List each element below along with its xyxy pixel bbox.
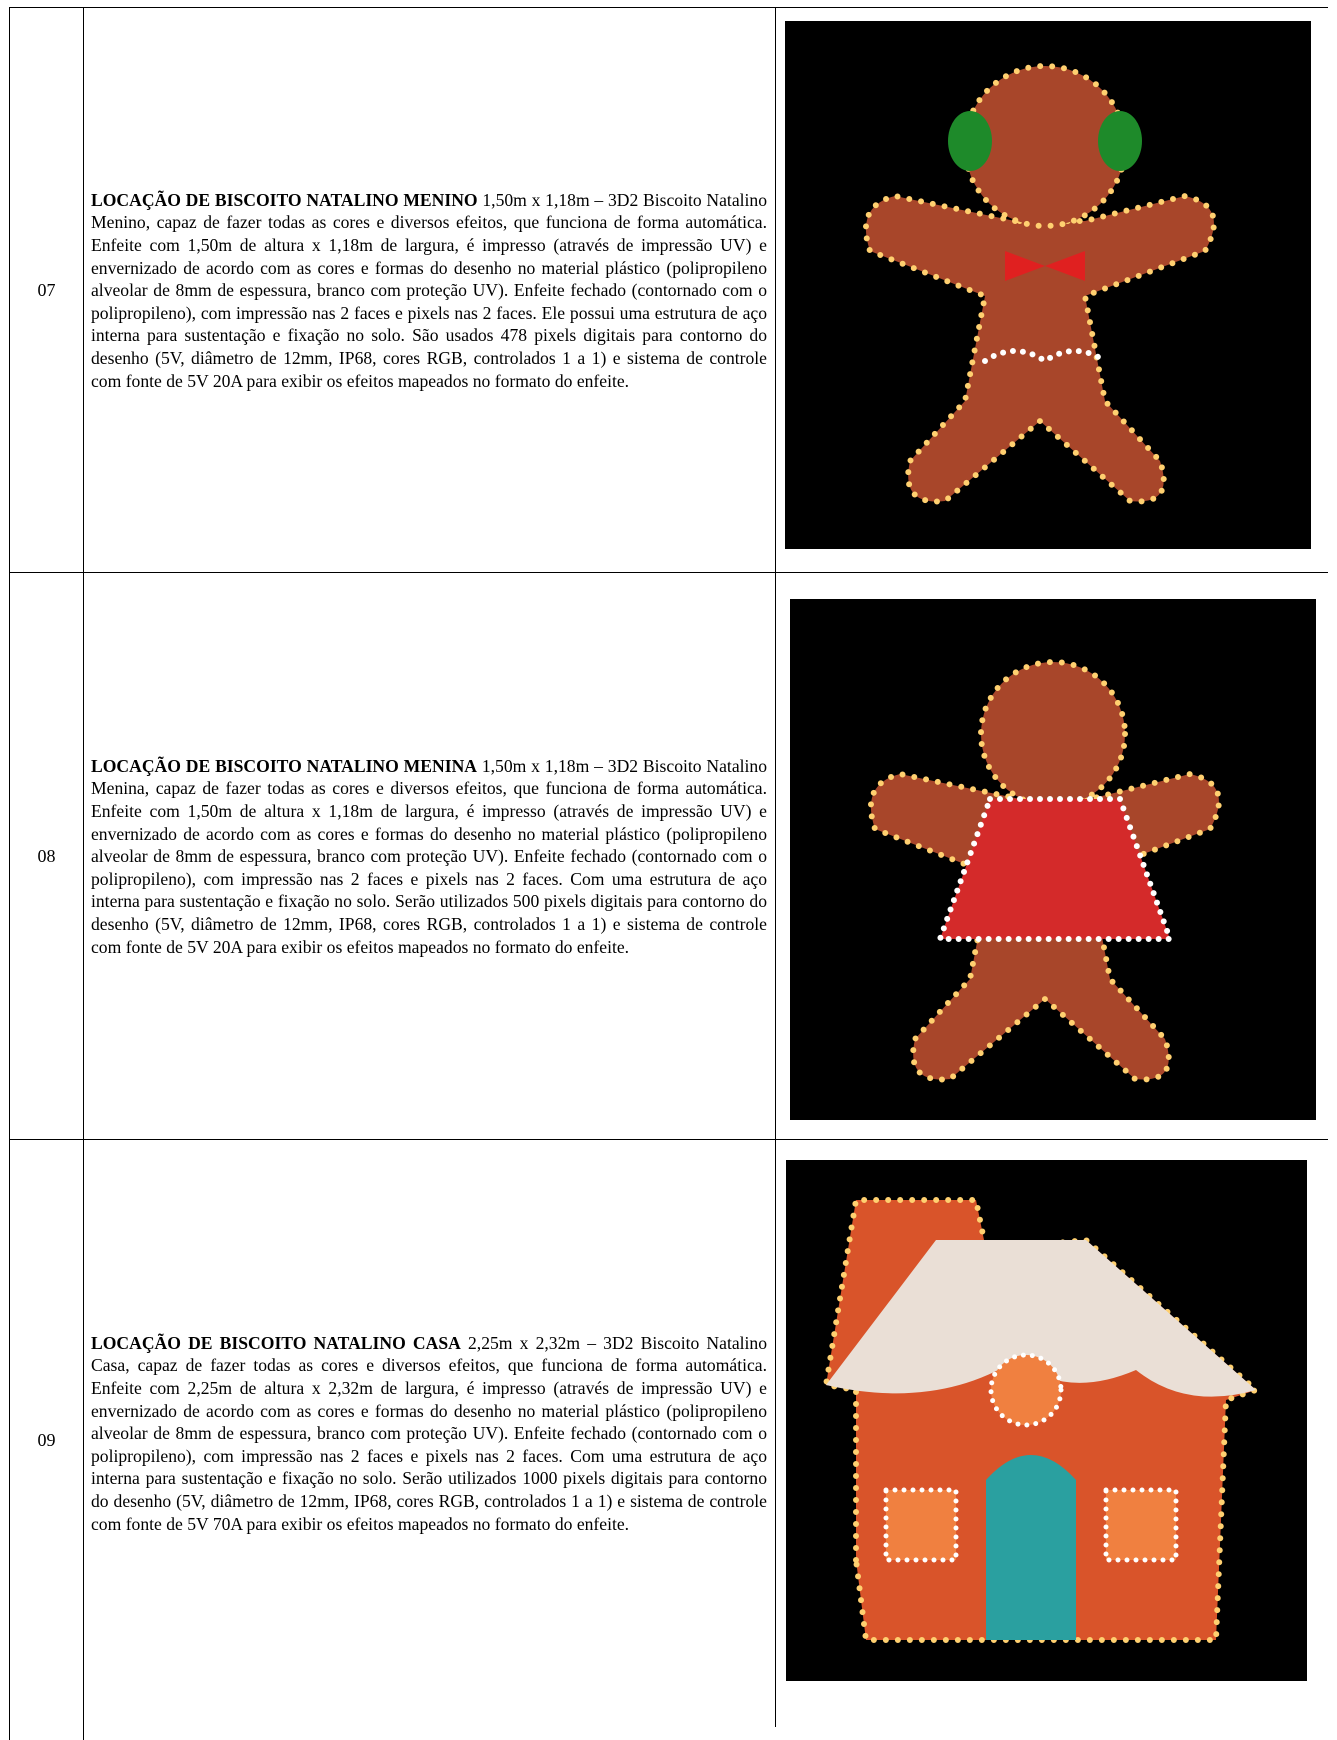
- item-title: LOCAÇÃO DE BISCOITO NATALINO MENINA: [91, 755, 477, 776]
- row-text: LOCAÇÃO DE BISCOITO NATALINO MENINO 1,50…: [83, 8, 776, 573]
- item-title: LOCAÇÃO DE BISCOITO NATALINO MENINO: [91, 189, 478, 210]
- product-image: [790, 599, 1316, 1120]
- product-image: [785, 21, 1311, 549]
- product-image: [786, 1160, 1307, 1681]
- row-text: LOCAÇÃO DE BISCOITO NATALINO CASA 2,25m …: [83, 1140, 776, 1727]
- table-row: 09 LOCAÇÃO DE BISCOITO NATALINO CASA 2,2…: [9, 1139, 1328, 1740]
- row-text: LOCAÇÃO DE BISCOITO NATALINO MENINA 1,50…: [83, 573, 776, 1140]
- table-row: 07 LOCAÇÃO DE BISCOITO NATALINO MENINO 1…: [9, 7, 1328, 573]
- table-row: 08 LOCAÇÃO DE BISCOITO NATALINO MENINA 1…: [9, 572, 1328, 1140]
- row-number: 08: [9, 573, 84, 1140]
- row-number: 09: [9, 1140, 84, 1740]
- row-number: 07: [9, 8, 84, 573]
- item-title: LOCAÇÃO DE BISCOITO NATALINO CASA: [91, 1332, 461, 1353]
- item-description: 1,50m x 1,18m – 3D2 Biscoito Natalino Me…: [91, 189, 767, 391]
- item-description: 1,50m x 1,18m – 3D2 Biscoito Natalino Me…: [91, 755, 767, 957]
- item-description: 2,25m x 2,32m – 3D2 Biscoito Natalino Ca…: [91, 1332, 768, 1534]
